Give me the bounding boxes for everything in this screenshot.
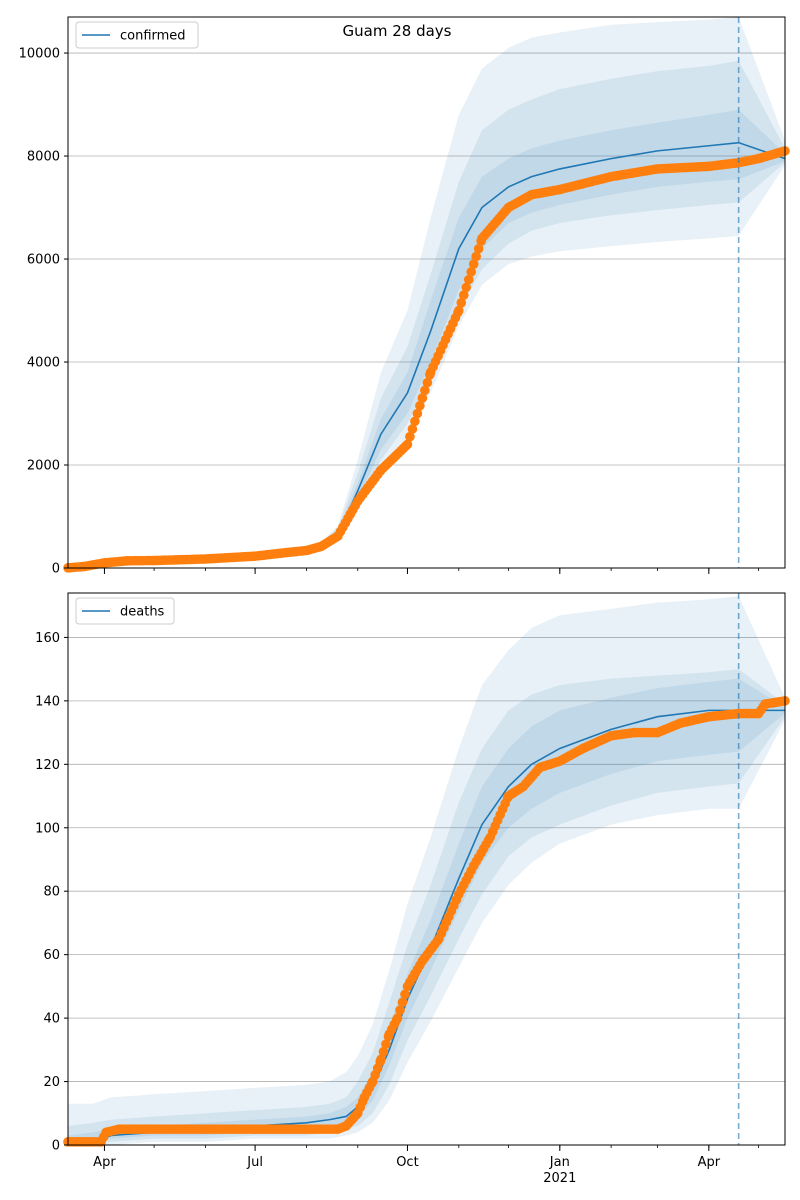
observed-point xyxy=(456,298,467,308)
observed-point xyxy=(417,393,428,403)
y-tick-label: 140 xyxy=(35,694,60,709)
observed-point xyxy=(381,1039,391,1049)
forecast-band xyxy=(68,109,785,568)
observed-point xyxy=(463,274,474,285)
observed-point xyxy=(376,1054,386,1065)
observed-point xyxy=(468,259,479,269)
observed-point xyxy=(415,400,425,411)
y-tick-label: 10000 xyxy=(19,47,60,62)
observed-point xyxy=(410,416,420,427)
observed-point xyxy=(458,290,469,300)
legend: deaths xyxy=(75,597,175,625)
forecast-band xyxy=(68,17,785,568)
observed-point xyxy=(461,282,472,293)
forecast-band xyxy=(68,678,785,1142)
x-tick-label: Apr xyxy=(698,1155,721,1170)
y-tick-label: 60 xyxy=(43,948,60,963)
plot-frame xyxy=(67,16,786,569)
observed-point xyxy=(412,408,423,419)
panels: 0 2000 4000 6000 8000 10000 confirmed 0 20 40 60 80… xyxy=(19,16,790,1186)
y-tick-label: 6000 xyxy=(27,253,60,268)
chart-title: Guam 28 days xyxy=(343,22,452,40)
observed-point xyxy=(407,424,418,434)
y-tick-label: 4000 xyxy=(27,356,60,371)
observed-point xyxy=(471,251,481,262)
x-tick-label: Oct xyxy=(396,1155,418,1170)
y-tick-label: 0 xyxy=(52,1139,60,1154)
y-tick-label: 80 xyxy=(43,885,60,900)
y-tick-label: 100 xyxy=(35,821,60,836)
observed-point xyxy=(395,1005,405,1015)
x-tick-label: Jan xyxy=(549,1155,570,1170)
x-tick-label: Apr xyxy=(93,1155,116,1170)
observed-point xyxy=(402,439,413,450)
observed-point xyxy=(473,243,484,254)
y-tick-label: 120 xyxy=(35,758,60,773)
y-tick-label: 2000 xyxy=(27,459,60,474)
observed-point xyxy=(466,267,477,277)
forecast-band xyxy=(68,669,785,1145)
plot-frame xyxy=(67,592,786,1146)
legend: confirmed xyxy=(75,21,199,49)
observed-point xyxy=(392,1013,403,1023)
observed-point xyxy=(405,431,415,442)
legend-box xyxy=(75,597,175,625)
legend-label: confirmed xyxy=(120,29,186,44)
observed-point xyxy=(453,305,464,316)
observed-point xyxy=(378,1046,389,1057)
x-tick-label: Jul xyxy=(246,1155,263,1170)
y-tick-label: 40 xyxy=(43,1012,60,1027)
x-tick-sublabel: 2021 xyxy=(543,1171,576,1186)
legend-box xyxy=(75,21,199,49)
y-tick-label: 160 xyxy=(35,631,60,646)
observed-point xyxy=(397,997,408,1008)
observed-point xyxy=(422,377,433,388)
y-tick-label: 8000 xyxy=(27,150,60,165)
panel-confirmed: 0 2000 4000 6000 8000 10000 confirmed xyxy=(19,16,790,577)
forecast-band xyxy=(68,60,785,569)
y-tick-label: 20 xyxy=(43,1075,60,1090)
observed-point xyxy=(420,385,430,396)
observed-point xyxy=(400,989,410,1000)
legend-label: deaths xyxy=(120,605,165,620)
y-tick-label: 0 xyxy=(52,562,60,577)
